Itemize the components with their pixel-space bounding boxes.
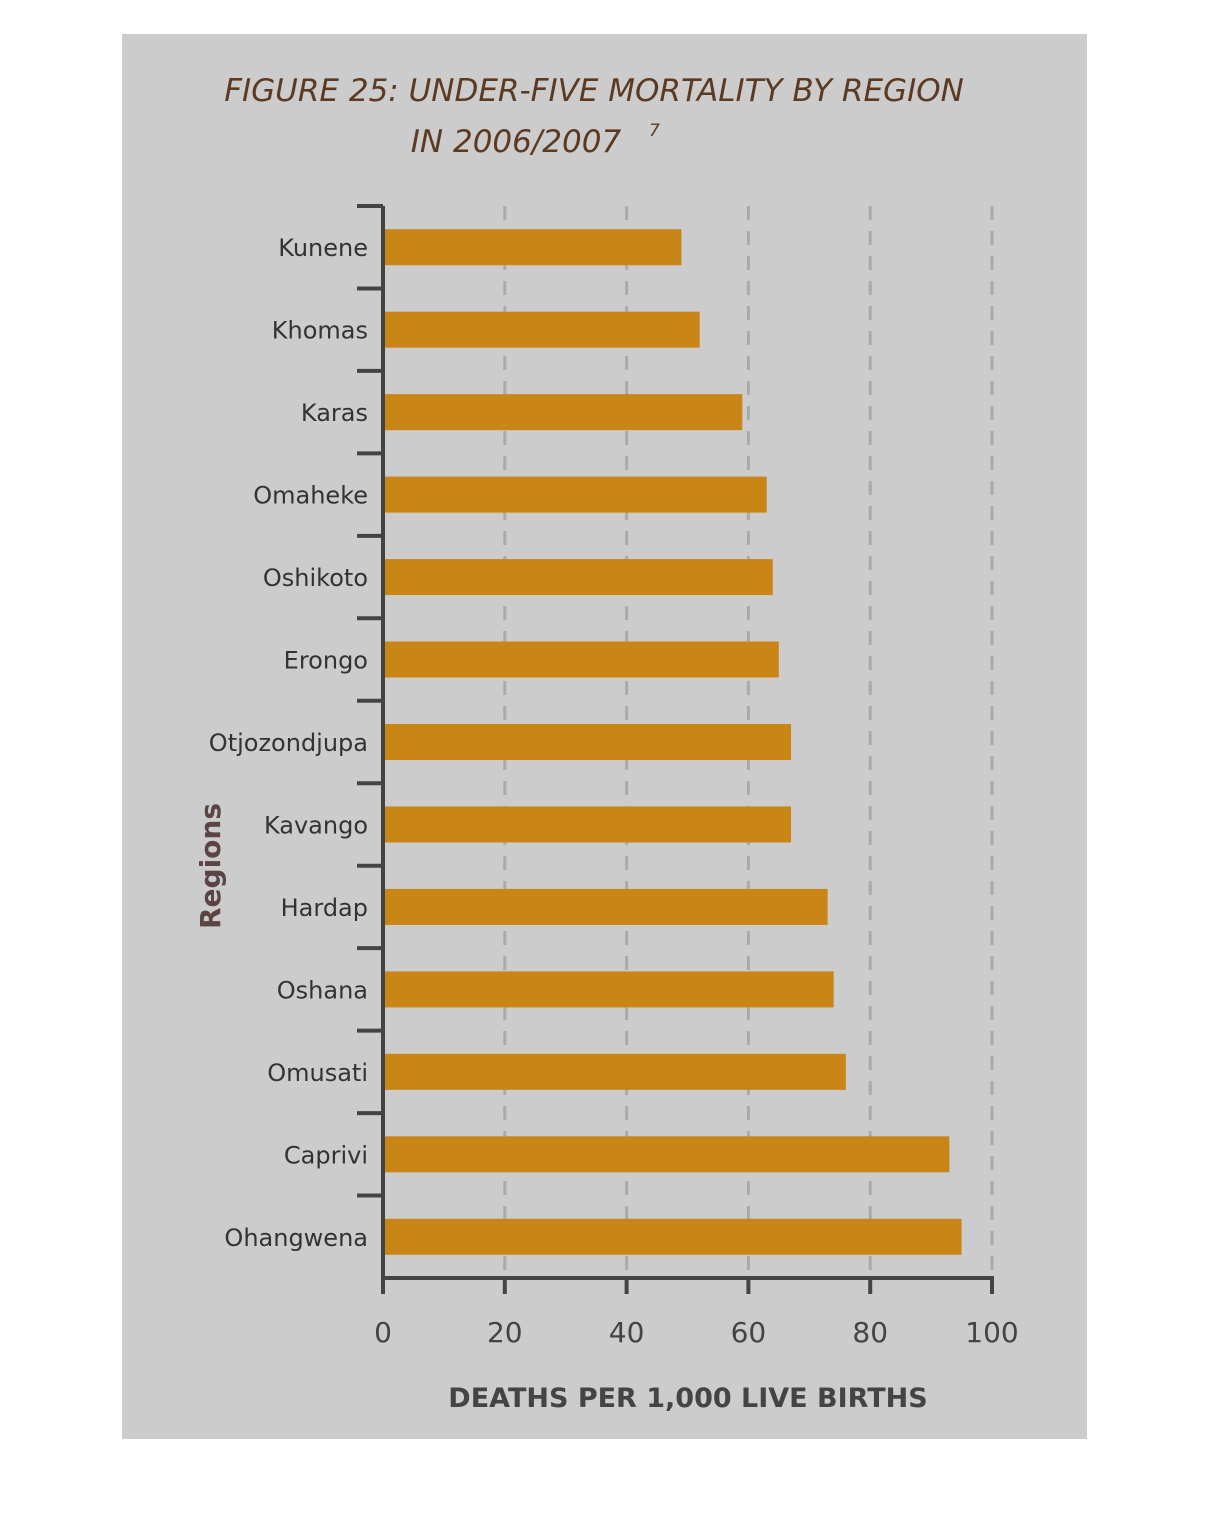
category-label-caprivi: Caprivi bbox=[284, 1141, 368, 1169]
bar-karas bbox=[385, 394, 743, 431]
bar-hardap bbox=[385, 888, 828, 925]
bar-ohangwena bbox=[385, 1218, 962, 1255]
x-tick-label-40: 40 bbox=[609, 1316, 645, 1349]
axes bbox=[357, 204, 994, 1294]
x-tick-label-0: 0 bbox=[374, 1316, 392, 1349]
bar-erongo bbox=[385, 641, 779, 678]
category-label-khomas: Khomas bbox=[272, 317, 368, 345]
chart-subtitle: IN 2006/2007 bbox=[411, 124, 622, 160]
category-label-oshana: Oshana bbox=[277, 976, 368, 1004]
chart-panel: FIGURE 25: UNDER-FIVE MORTALITY BY REGIO… bbox=[122, 34, 1087, 1439]
x-axis-label: DEATHS PER 1,000 LIVE BIRTHS bbox=[448, 1383, 927, 1414]
category-label-hardap: Hardap bbox=[281, 894, 368, 922]
chart: FIGURE 25: UNDER-FIVE MORTALITY BY REGIO… bbox=[194, 73, 1019, 1414]
category-label-kunene: Kunene bbox=[278, 234, 368, 262]
chart-subtitle-superscript: 7 bbox=[649, 121, 660, 141]
category-label-oshikoto: Oshikoto bbox=[263, 564, 368, 592]
bar-oshana bbox=[385, 971, 834, 1008]
category-label-omusati: Omusati bbox=[267, 1059, 368, 1087]
bar-kunene bbox=[385, 229, 682, 266]
category-label-kavango: Kavango bbox=[264, 811, 368, 839]
bars bbox=[385, 229, 962, 1255]
bar-omaheke bbox=[385, 476, 767, 513]
x-tick-label-20: 20 bbox=[487, 1316, 523, 1349]
category-label-otjozondjupa: Otjozondjupa bbox=[209, 729, 368, 757]
category-label-erongo: Erongo bbox=[284, 647, 368, 675]
bar-khomas bbox=[385, 311, 700, 348]
x-tick-label-60: 60 bbox=[731, 1316, 767, 1349]
x-tick-label-100: 100 bbox=[965, 1316, 1018, 1349]
bar-oshikoto bbox=[385, 559, 773, 596]
bar-omusati bbox=[385, 1053, 846, 1090]
y-axis-label: Regions bbox=[194, 803, 227, 929]
bar-otjozondjupa bbox=[385, 724, 792, 760]
category-label-karas: Karas bbox=[301, 399, 368, 427]
category-label-omaheke: Omaheke bbox=[253, 482, 368, 510]
category-label-ohangwena: Ohangwena bbox=[224, 1224, 368, 1252]
bar-caprivi bbox=[385, 1136, 950, 1173]
tick-labels: 0 20 40 60 80 100 bbox=[374, 1316, 1019, 1349]
x-tick-label-80: 80 bbox=[852, 1316, 888, 1349]
chart-title: FIGURE 25: UNDER-FIVE MORTALITY BY REGIO… bbox=[224, 73, 964, 109]
bar-kavango bbox=[385, 806, 792, 843]
category-labels: Kunene Khomas Karas Omaheke Oshikoto Erongo Ot… bbox=[209, 234, 368, 1252]
